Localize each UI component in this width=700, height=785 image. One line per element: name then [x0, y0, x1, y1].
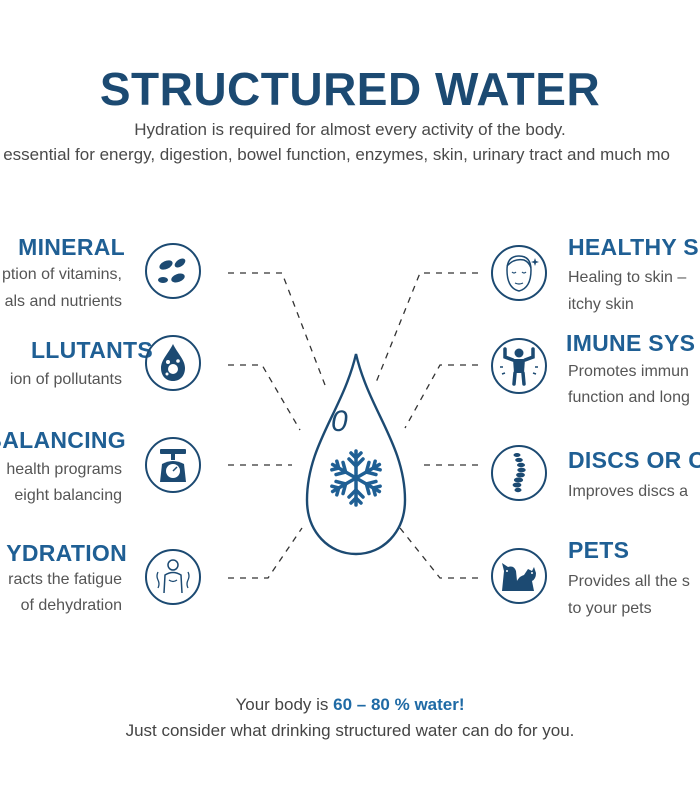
mineral-heading: MINERAL	[18, 234, 125, 260]
page-title: STRUCTURED WATER	[99, 63, 601, 115]
footer-line-1: Your body is 60 – 80 % water!	[0, 695, 700, 715]
subtitle-line-1: Hydration is required for almost every a…	[134, 120, 566, 139]
dehydration-heading: YDRATION	[6, 540, 127, 566]
pets-heading: PETS	[568, 537, 630, 563]
pollutants-text-1: ion of pollutants	[9, 371, 122, 388]
immune-system-heading: IMUNE SYS	[566, 330, 696, 356]
discs-heading: DISCS OR C	[568, 447, 700, 473]
body-outline-icon	[145, 549, 201, 605]
pills-icon	[145, 243, 201, 299]
healthy-skin-text-1: Healing to skin –	[568, 269, 687, 286]
footer-line-2: Just consider what drinking structured w…	[125, 721, 575, 740]
footer-prefix: Your body is	[235, 695, 334, 714]
dehydration-text-1: racts the fatigue	[8, 571, 122, 588]
subtitle-line-2: s essential for energy, digestion, bowel…	[0, 145, 671, 164]
pets-icon	[491, 548, 547, 604]
immune-system-text-2: function and long	[568, 389, 690, 406]
discs-text-1: Improves discs a	[568, 483, 689, 500]
spine-icon	[491, 445, 547, 501]
scale-icon	[145, 437, 201, 493]
pollutants-heading: LLUTANTS	[30, 337, 153, 363]
dehydration-text-2: of dehydration	[20, 597, 122, 614]
pets-text-1: Provides all the s	[568, 573, 690, 590]
healthy-skin-text-2: itchy skin	[568, 296, 634, 313]
pets-text-2: to your pets	[568, 600, 652, 617]
footer-highlight: 60 – 80 % water!	[333, 695, 465, 714]
healthy-skin-heading: HEALTHY S	[568, 234, 699, 260]
balancing-text-2: eight balancing	[14, 487, 122, 504]
face-icon	[491, 245, 547, 301]
mineral-text-2: als and nutrients	[4, 293, 122, 310]
balancing-text-1: health programs	[6, 461, 122, 478]
snowflake-icon	[327, 449, 385, 507]
drop-letter: 0	[331, 405, 348, 438]
balancing-heading: BALANCING	[0, 427, 126, 453]
mineral-text-1: ption of vitamins,	[1, 266, 122, 283]
strong-man-icon	[491, 338, 547, 394]
water-drop-icon	[305, 353, 407, 556]
water-drop-germs-icon	[145, 335, 201, 391]
immune-system-text-1: Promotes immun	[568, 363, 689, 380]
